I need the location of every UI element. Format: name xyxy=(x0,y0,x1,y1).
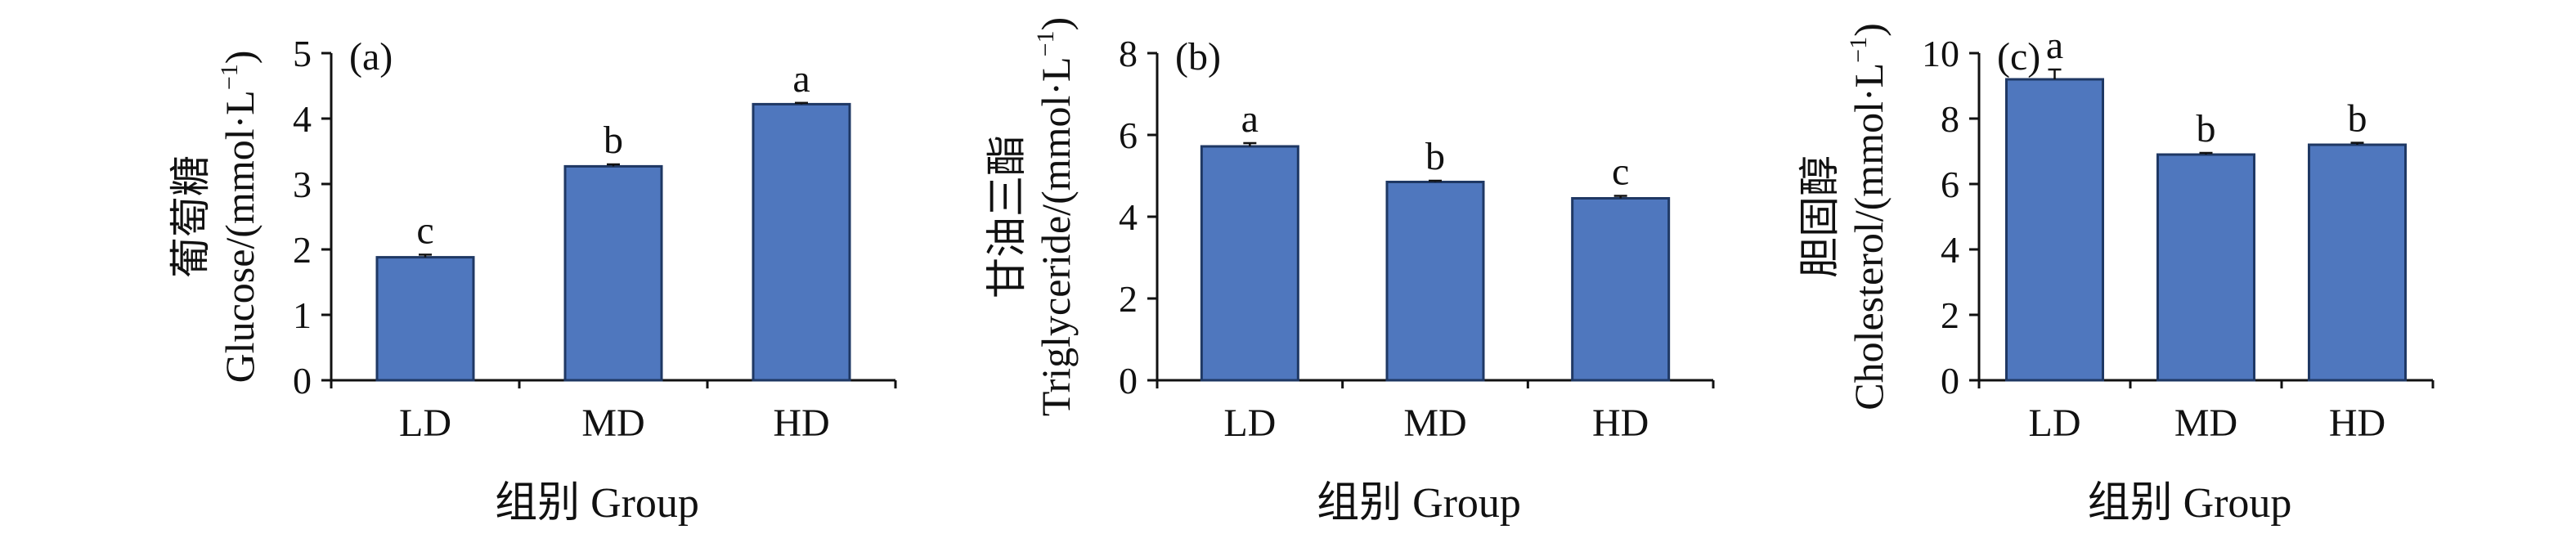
x-category-label: MD xyxy=(2174,402,2237,445)
y-tick-label: 6 xyxy=(1941,164,1959,205)
y-axis-title: 甘油三酯 Triglyceride/(mmol·L−1) xyxy=(984,17,1079,416)
y-tick-label: 2 xyxy=(1941,294,1959,336)
y-axis-title-en-superscript: −1 xyxy=(216,64,243,90)
y-tick-label: 6 xyxy=(1119,114,1138,156)
x-category-label: HD xyxy=(773,402,829,445)
chart-panel-2: 0 2 4 6 8 a LD b MD c HD (b) 组别 Group 甘油三酯 Triglycerid… xyxy=(984,17,1715,527)
significance-letter: b xyxy=(2197,107,2216,150)
significance-letter: b xyxy=(1425,135,1445,178)
y-axis-title-en-close: ) xyxy=(1846,23,1892,37)
y-tick-label: 2 xyxy=(1119,278,1138,320)
panel-label: (b) xyxy=(1175,35,1221,79)
y-axis-title-zh: 葡萄糖 xyxy=(168,155,213,278)
x-axis-title: 组别 Group xyxy=(1317,480,1521,527)
x-category-label: LD xyxy=(2029,402,2081,445)
chart-panels: 0 1 2 3 4 5 c LD b MD a HD (a) 组别 Group 葡萄糖 Glucose/(mm… xyxy=(168,17,2435,527)
significance-letter: c xyxy=(416,209,433,252)
y-axis-title-en-superscript: −1 xyxy=(1032,30,1059,56)
significance-letter: a xyxy=(2046,24,2063,67)
y-axis-title-zh: 胆固醇 xyxy=(1797,155,1842,278)
x-category-label: MD xyxy=(581,402,644,445)
y-tick-label: 10 xyxy=(1922,33,1959,74)
significance-letter: a xyxy=(792,57,810,101)
y-tick-label: 0 xyxy=(1119,360,1138,402)
y-axis-title-en-main: Glucose/(mmol·L xyxy=(217,90,263,383)
bar-md xyxy=(1385,181,1485,382)
y-tick-label: 8 xyxy=(1941,98,1959,140)
panel-label: (a) xyxy=(349,35,393,79)
bar-ld xyxy=(1200,145,1299,382)
chart-panel-1: 0 1 2 3 4 5 c LD b MD a HD (a) 组别 Group 葡萄糖 Glucose/(mm… xyxy=(168,33,897,527)
y-tick-label: 3 xyxy=(293,164,312,205)
x-category-label: MD xyxy=(1403,402,1466,445)
y-tick-label: 2 xyxy=(293,229,312,271)
y-tick-label: 4 xyxy=(1119,196,1138,238)
bar-hd xyxy=(752,102,851,382)
y-axis-title-en-close: ) xyxy=(1033,17,1079,31)
y-axis-title-en: Glucose/(mmol·L−1) xyxy=(216,51,263,384)
significance-letter: a xyxy=(1241,97,1259,141)
y-axis-title-en-main: Cholesterol/(mmol·L xyxy=(1846,63,1892,411)
y-axis-title-en-close: ) xyxy=(217,51,263,65)
x-category-label: LD xyxy=(1223,402,1276,445)
y-axis-title: 胆固醇 Cholesterol/(mmol·L−1) xyxy=(1797,23,1892,411)
chart-panel-3: 0 2 4 6 8 10 a LD b MD b HD (c) 组别 Group 胆固醇 Cholestero… xyxy=(1797,23,2435,527)
significance-letter: b xyxy=(604,119,623,162)
panel-label: (c) xyxy=(1997,35,2040,79)
bar-ld xyxy=(2005,78,2104,382)
y-axis-title-en: Cholesterol/(mmol·L−1) xyxy=(1845,23,1892,411)
y-tick-label: 8 xyxy=(1119,33,1138,74)
x-axis-title: 组别 Group xyxy=(495,480,699,527)
significance-letter: b xyxy=(2348,97,2367,141)
significance-letter: c xyxy=(1612,150,1629,194)
y-tick-label: 5 xyxy=(293,33,312,74)
bar-hd xyxy=(2308,143,2407,382)
bar-md xyxy=(563,164,663,382)
y-axis-title-en-main: Triglyceride/(mmol·L xyxy=(1033,56,1079,416)
bar-md xyxy=(2156,153,2255,382)
y-tick-label: 0 xyxy=(293,360,312,402)
bar-hd xyxy=(1571,197,1671,382)
bar-ld xyxy=(375,256,475,382)
y-tick-label: 4 xyxy=(293,98,312,140)
y-axis-title-en-superscript: −1 xyxy=(1845,37,1872,63)
y-axis-title: 葡萄糖 Glucose/(mmol·L−1) xyxy=(168,51,263,384)
y-axis-title-en: Triglyceride/(mmol·L−1) xyxy=(1032,17,1079,416)
y-tick-label: 0 xyxy=(1941,360,1959,402)
x-category-label: HD xyxy=(1592,402,1649,445)
y-tick-label: 1 xyxy=(293,294,312,336)
x-category-label: HD xyxy=(2329,402,2385,445)
y-axis-title-zh: 甘油三酯 xyxy=(984,135,1030,298)
x-axis-title: 组别 Group xyxy=(2088,480,2292,527)
y-tick-label: 4 xyxy=(1941,229,1959,271)
x-category-label: LD xyxy=(399,402,451,445)
